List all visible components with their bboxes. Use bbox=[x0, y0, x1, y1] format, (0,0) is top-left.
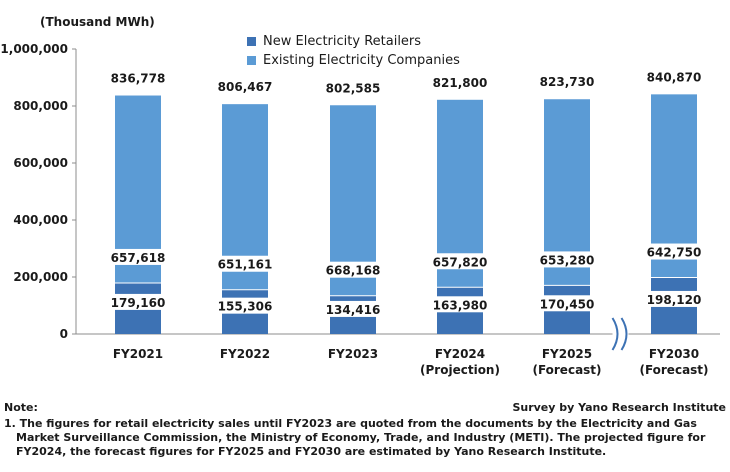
y-tick-label: 400,000 bbox=[13, 213, 68, 227]
total-label: 836,778 bbox=[111, 72, 166, 86]
category-label: FY2025 bbox=[542, 347, 592, 361]
value-label-new-retailers: 198,120 bbox=[647, 293, 702, 307]
category-label: FY2030 bbox=[649, 347, 699, 361]
value-label-existing-companies: 642,750 bbox=[647, 246, 702, 260]
category-label: FY2021 bbox=[113, 347, 163, 361]
total-label: 821,800 bbox=[433, 76, 488, 90]
y-tick-label: 600,000 bbox=[13, 156, 68, 170]
category-label: FY2023 bbox=[328, 347, 378, 361]
y-unit-label: (Thousand MWh) bbox=[40, 15, 155, 29]
label-bg-new-retailers bbox=[535, 295, 599, 312]
value-label-existing-companies: 657,820 bbox=[433, 255, 488, 269]
value-label-existing-companies: 653,280 bbox=[540, 253, 595, 267]
label-bg-new-retailers bbox=[321, 300, 385, 317]
total-label: 806,467 bbox=[218, 80, 273, 94]
value-label-new-retailers: 134,416 bbox=[326, 303, 381, 317]
value-label-existing-companies: 668,168 bbox=[326, 264, 381, 278]
value-label-new-retailers: 163,980 bbox=[433, 298, 488, 312]
legend-swatch-existing-companies bbox=[247, 56, 256, 65]
label-bg-existing-companies bbox=[321, 261, 385, 278]
notes-section: Note: Survey by Yano Research Institute … bbox=[4, 401, 726, 459]
category-sublabel: (Forecast) bbox=[532, 363, 601, 377]
legend-item-existing-companies: Existing Electricity Companies bbox=[247, 51, 460, 70]
label-bg-existing-companies bbox=[106, 248, 170, 265]
note-line-1: 1. The figures for retail electricity sa… bbox=[4, 417, 706, 458]
legend: New Electricity Retailers Existing Elect… bbox=[247, 32, 460, 70]
legend-swatch-new-retailers bbox=[247, 37, 256, 46]
stacked-bar-chart: 0 200,000 400,000 600,000 800,000 1,000,000 17… bbox=[0, 42, 720, 377]
source-credit: Survey by Yano Research Institute bbox=[512, 401, 726, 414]
total-label: 840,870 bbox=[647, 70, 702, 84]
value-label-existing-companies: 651,161 bbox=[218, 258, 273, 272]
legend-label-existing-companies: Existing Electricity Companies bbox=[263, 53, 460, 68]
value-label-existing-companies: 657,618 bbox=[111, 251, 166, 265]
category-label: FY2022 bbox=[220, 347, 270, 361]
value-label-new-retailers: 179,160 bbox=[111, 296, 166, 310]
notes-header: Note: Survey by Yano Research Institute bbox=[4, 401, 726, 415]
label-bg-new-retailers bbox=[213, 297, 277, 314]
label-bg-new-retailers bbox=[642, 290, 706, 307]
label-bg-existing-companies bbox=[642, 243, 706, 260]
axis-break-mark-right bbox=[620, 317, 628, 351]
note-heading: Note: bbox=[4, 401, 38, 414]
y-tick-label: 0 bbox=[60, 327, 68, 341]
category-sublabel: (Forecast) bbox=[639, 363, 708, 377]
y-tick-label: 800,000 bbox=[13, 99, 68, 113]
category-sublabel: (Projection) bbox=[420, 363, 500, 377]
y-tick-label: 1,000,000 bbox=[0, 42, 68, 56]
value-label-new-retailers: 170,450 bbox=[540, 297, 595, 311]
value-label-new-retailers: 155,306 bbox=[218, 300, 273, 314]
y-tick-label: 200,000 bbox=[13, 270, 68, 284]
label-bg-new-retailers bbox=[106, 293, 170, 310]
label-bg-existing-companies bbox=[428, 253, 492, 270]
legend-item-new-retailers: New Electricity Retailers bbox=[247, 32, 460, 51]
label-bg-existing-companies bbox=[213, 255, 277, 272]
axis-break-mark-left bbox=[611, 317, 619, 351]
legend-label-new-retailers: New Electricity Retailers bbox=[263, 34, 422, 49]
label-bg-new-retailers bbox=[428, 296, 492, 313]
total-label: 823,730 bbox=[540, 75, 595, 89]
total-label: 802,585 bbox=[326, 81, 381, 95]
label-bg-existing-companies bbox=[535, 251, 599, 268]
category-label: FY2024 bbox=[435, 347, 485, 361]
